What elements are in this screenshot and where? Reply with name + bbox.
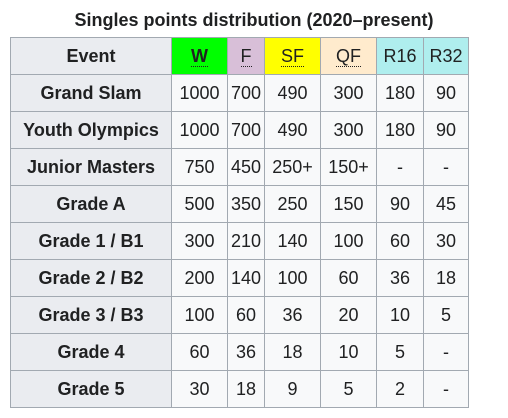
table-caption: Singles points distribution (2020–presen…	[74, 10, 434, 30]
points-cell: 180	[376, 74, 424, 112]
points-cell: 10	[376, 296, 424, 334]
table-row: Grade 4 60 36 18 10 5-	[10, 333, 469, 371]
points-cell: 1000	[171, 111, 228, 149]
points-cell: 60	[320, 259, 377, 297]
points-cell: 750	[171, 148, 228, 186]
points-cell: 490	[264, 111, 321, 149]
points-cell: 9	[264, 370, 321, 408]
points-cell: 90	[423, 74, 469, 112]
points-cell: 100	[320, 222, 377, 260]
column-header-f: F	[227, 37, 265, 75]
column-header-label: R16	[383, 45, 417, 66]
table-row: Grade A 500 350 250 150 90 45	[10, 185, 469, 223]
points-cell: 36	[376, 259, 424, 297]
points-cell: 200	[171, 259, 228, 297]
points-cell: 100	[171, 296, 228, 334]
points-cell: 2	[376, 370, 424, 408]
event-column-header: Event	[10, 37, 172, 75]
column-header-w: W	[171, 37, 228, 75]
points-cell: 500	[171, 185, 228, 223]
points-cell: -	[423, 148, 469, 186]
points-cell: -	[423, 333, 469, 371]
column-header-r32: R32	[423, 37, 469, 75]
points-cell: 18	[227, 370, 265, 408]
table-row: Grade 5 30 18 9 5 2-	[10, 370, 469, 408]
points-cell: 140	[227, 259, 265, 297]
points-cell: 45	[423, 185, 469, 223]
points-cell: 300	[171, 222, 228, 260]
points-cell: 700	[227, 74, 265, 112]
points-cell: -	[423, 370, 469, 408]
column-header-sf: SF	[264, 37, 321, 75]
points-cell: 490	[264, 74, 321, 112]
column-header-qf: QF	[320, 37, 377, 75]
table-row: Grade 2 / B2 200 140 100 60 36 18	[10, 259, 469, 297]
points-cell: 90	[376, 185, 424, 223]
points-cell: 20	[320, 296, 377, 334]
points-cell: 60	[376, 222, 424, 260]
points-cell: 18	[264, 333, 321, 371]
points-cell: 30	[423, 222, 469, 260]
points-cell: 150	[320, 185, 377, 223]
row-event-name: Grade 5	[10, 370, 172, 408]
column-header-label[interactable]: F	[240, 45, 252, 67]
points-cell: 5	[320, 370, 377, 408]
points-cell: 100	[264, 259, 321, 297]
points-cell: 60	[227, 296, 265, 334]
points-cell: 300	[320, 111, 377, 149]
column-header-r16: R16	[376, 37, 424, 75]
points-cell: 450	[227, 148, 265, 186]
points-cell: 350	[227, 185, 265, 223]
column-header-label[interactable]: SF	[280, 45, 304, 67]
points-cell: 10	[320, 333, 377, 371]
row-event-name: Junior Masters	[10, 148, 172, 186]
table-row: Grand Slam 1000 700 490 300 180 90	[10, 74, 469, 112]
points-cell: 1000	[171, 74, 228, 112]
row-event-name: Grade 4	[10, 333, 172, 371]
points-cell: 5	[376, 333, 424, 371]
points-cell: 18	[423, 259, 469, 297]
points-cell: 700	[227, 111, 265, 149]
row-event-name: Grade 3 / B3	[10, 296, 172, 334]
table-row: Junior Masters 750 450 250+ 150+ - -	[10, 148, 469, 186]
points-cell: 250	[264, 185, 321, 223]
points-cell: 210	[227, 222, 265, 260]
row-event-name: Grade 1 / B1	[10, 222, 172, 260]
column-header-label: R32	[429, 45, 463, 66]
points-cell: 36	[227, 333, 265, 371]
column-header-label[interactable]: QF	[336, 45, 361, 67]
points-cell: 250+	[264, 148, 321, 186]
points-cell: 36	[264, 296, 321, 334]
points-cell: 300	[320, 74, 377, 112]
table-row: Grade 3 / B3 100 60 36 20 10 5	[10, 296, 469, 334]
table-body: Grand Slam 1000 700 490 300 180 90 Youth Olympi…	[10, 74, 469, 408]
points-cell: 150+	[320, 148, 377, 186]
points-cell: 5	[423, 296, 469, 334]
table-row: Youth Olympics 1000 700 490 300 180 90	[10, 111, 469, 149]
points-cell: 30	[171, 370, 228, 408]
header-row: Event W F SF QF R16 R32	[10, 37, 469, 75]
table-row: Grade 1 / B1 300 210 140 100 60 30	[10, 222, 469, 260]
column-header-label[interactable]: W	[191, 45, 208, 67]
points-cell: 90	[423, 111, 469, 149]
points-cell: -	[376, 148, 424, 186]
row-event-name: Youth Olympics	[10, 111, 172, 149]
row-event-name: Grade A	[10, 185, 172, 223]
row-event-name: Grade 2 / B2	[10, 259, 172, 297]
points-cell: 180	[376, 111, 424, 149]
points-distribution-table: Event W F SF QF R16 R32	[10, 37, 469, 408]
points-cell: 60	[171, 333, 228, 371]
points-cell: 140	[264, 222, 321, 260]
row-event-name: Grand Slam	[10, 74, 172, 112]
